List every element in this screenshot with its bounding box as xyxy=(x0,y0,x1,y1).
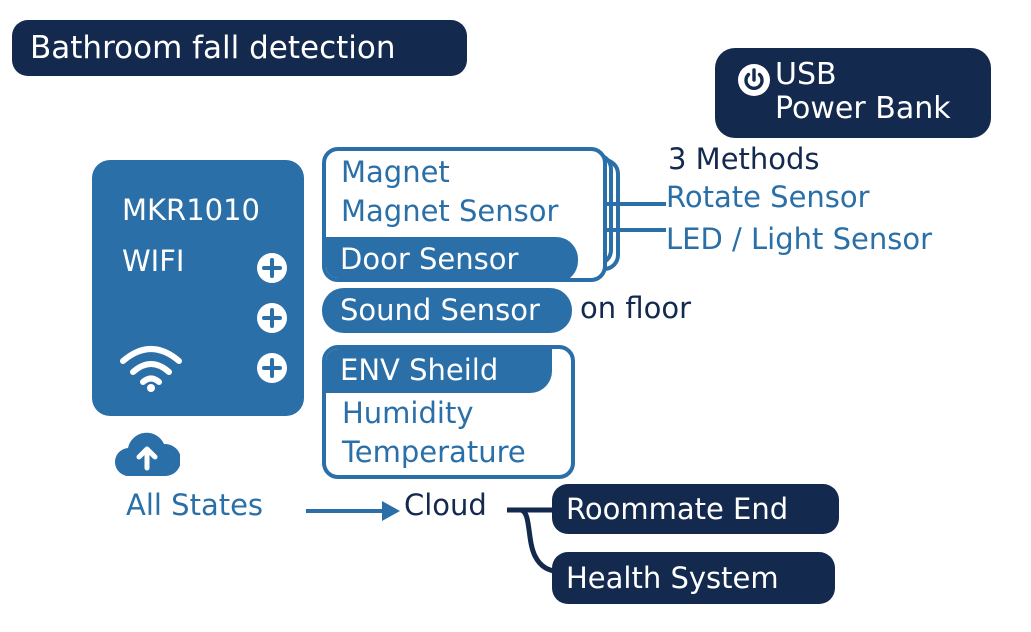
roommate-end-box: Roommate End xyxy=(552,484,839,534)
flow-source-all-states: All States xyxy=(126,488,264,522)
power-icon xyxy=(738,64,770,96)
roommate-end-label: Roommate End xyxy=(566,492,789,526)
door-sensor-tab: Door Sensor xyxy=(326,237,578,278)
mkr1010-board: MKR1010 WIFI xyxy=(92,160,304,416)
cloud-branch-connector xyxy=(507,507,560,575)
plus-icon xyxy=(257,253,287,283)
env-shield-tab: ENV Sheild xyxy=(326,349,552,393)
health-system-box: Health System xyxy=(552,552,835,604)
env-shield-tab-label: ENV Sheild xyxy=(340,353,499,387)
power-line-1: USB xyxy=(775,57,837,92)
env-line-humidity: Humidity xyxy=(342,396,474,430)
board-wifi-label: WIFI xyxy=(122,244,185,278)
flow-arrow xyxy=(306,501,400,521)
diagram-title: Bathroom fall detection xyxy=(12,20,467,76)
plus-icon xyxy=(257,303,287,333)
diagram-title-text: Bathroom fall detection xyxy=(30,30,396,66)
health-system-label: Health System xyxy=(566,561,779,595)
board-name: MKR1010 xyxy=(122,193,260,227)
method-light-sensor: LED / Light Sensor xyxy=(666,222,933,256)
power-line-2: Power Bank xyxy=(775,91,951,126)
method-rotate-sensor: Rotate Sensor xyxy=(666,180,870,214)
env-shield-card: ENV Sheild Humidity Temperature xyxy=(322,345,575,479)
power-bank-box: USB Power Bank xyxy=(715,48,991,138)
door-line-1: Magnet xyxy=(341,155,450,189)
door-sensor-card: Magnet Magnet Sensor Door Sensor xyxy=(322,147,607,282)
door-line-2: Magnet Sensor xyxy=(341,194,559,228)
sound-sensor-pill: Sound Sensor xyxy=(322,288,572,333)
env-line-temperature: Temperature xyxy=(342,435,526,469)
methods-connector xyxy=(606,202,666,232)
flow-cloud: Cloud xyxy=(404,488,487,522)
sound-sensor-note: on floor xyxy=(580,291,692,325)
methods-heading: 3 Methods xyxy=(668,142,820,176)
sound-sensor-label: Sound Sensor xyxy=(340,293,540,327)
door-sensor-tab-label: Door Sensor xyxy=(340,242,519,276)
cloud-upload-icon xyxy=(114,432,180,477)
plus-icon xyxy=(257,353,287,383)
wifi-icon xyxy=(120,346,182,392)
